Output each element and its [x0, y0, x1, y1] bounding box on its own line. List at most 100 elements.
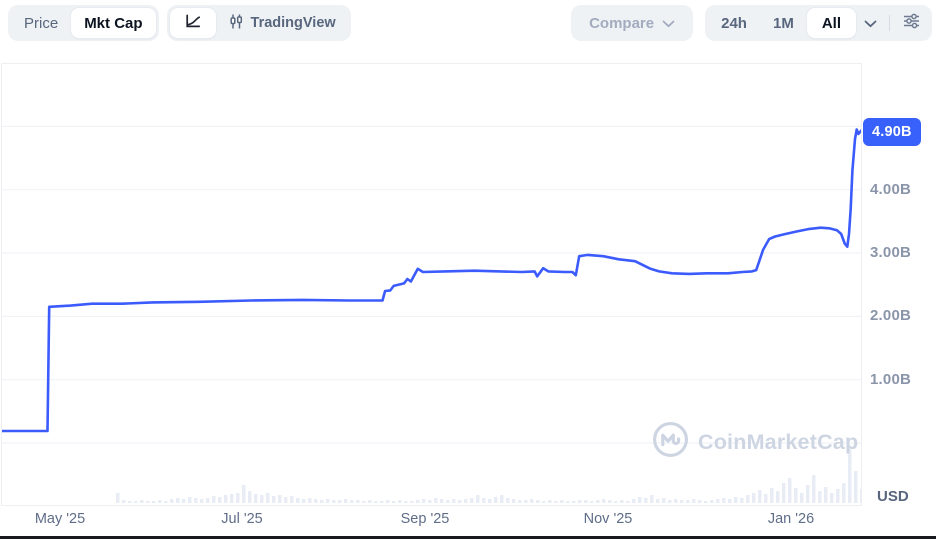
volume-bar — [560, 500, 564, 503]
volume-bar — [182, 499, 186, 503]
y-axis-tick-label: 1.00B — [870, 370, 912, 388]
volume-bar — [434, 498, 438, 503]
volume-bar — [368, 500, 372, 503]
volume-bar — [248, 491, 252, 503]
chart-settings-button[interactable] — [894, 8, 929, 38]
volume-bar — [860, 489, 861, 503]
chevron-down-icon — [662, 15, 675, 32]
volume-bar — [794, 488, 798, 503]
volume-bar — [692, 499, 696, 503]
volume-bar — [842, 483, 846, 503]
volume-bar — [776, 491, 780, 503]
volume-bar — [668, 500, 672, 503]
range-more-button[interactable] — [856, 8, 885, 38]
volume-bar — [134, 501, 138, 503]
volume-bar — [818, 491, 822, 503]
chart-style-toggle: TradingView — [166, 5, 351, 41]
range-24h-tab[interactable]: 24h — [721, 14, 747, 32]
volume-bar — [506, 498, 510, 503]
volume-bar — [650, 495, 654, 503]
volume-bar — [296, 498, 300, 503]
volume-bar — [440, 499, 444, 503]
compare-button[interactable]: Compare — [571, 5, 694, 41]
volume-bar — [236, 493, 240, 503]
volume-bar — [614, 501, 618, 503]
volume-bar — [488, 499, 492, 503]
volume-bar — [458, 500, 462, 503]
volume-bar — [536, 500, 540, 503]
y-axis-tick-label: 3.00B — [870, 244, 912, 261]
line-chart-tab[interactable] — [169, 8, 216, 38]
volume-bar — [632, 499, 636, 503]
volume-bar — [656, 499, 660, 503]
y-axis-tick-label: 4.00B — [870, 180, 912, 198]
volume-bar — [728, 499, 732, 503]
volume-bar — [854, 471, 858, 503]
volume-bar — [206, 498, 210, 503]
x-axis-tick-label: Sep '25 — [400, 511, 450, 527]
volume-bar — [194, 498, 198, 503]
volume-bar — [824, 487, 828, 503]
chart-plot-area[interactable] — [1, 63, 862, 506]
volume-bar — [122, 500, 126, 503]
volume-bar — [518, 500, 522, 503]
volume-bar — [704, 501, 708, 503]
volume-bar — [398, 500, 402, 503]
volume-bar — [836, 489, 840, 503]
volume-bar — [242, 485, 246, 503]
market-cap-line-chart[interactable] — [2, 64, 861, 505]
volume-bar — [476, 495, 480, 503]
volume-bar — [644, 498, 648, 503]
volume-bar — [722, 498, 726, 503]
mkt-cap-tab[interactable]: Mkt Cap — [71, 8, 156, 38]
volume-bar — [800, 493, 804, 503]
y-axis-tick-label: 2.00B — [870, 307, 912, 325]
volume-bar — [830, 493, 834, 503]
x-axis-tick-label: Nov '25 — [583, 511, 633, 527]
x-axis-tick-label: Jul '25 — [221, 511, 263, 527]
volume-bar — [272, 496, 276, 503]
volume-bar — [530, 499, 534, 503]
volume-bar — [158, 500, 162, 503]
volume-bar — [170, 499, 174, 503]
x-axis: May '25 Jul '25 Sep '25 Nov '25 Jan '26 — [1, 511, 862, 535]
volume-bar — [638, 497, 642, 503]
compare-label: Compare — [589, 14, 655, 32]
volume-bar — [416, 500, 420, 503]
volume-bar — [752, 493, 756, 503]
volume-bar — [494, 497, 498, 503]
volume-bar — [374, 501, 378, 503]
volume-bar — [302, 499, 306, 503]
volume-bar — [758, 490, 762, 503]
x-axis-tick-label: May '25 — [34, 511, 86, 527]
volume-bar — [596, 500, 600, 503]
volume-bar — [278, 495, 282, 503]
x-axis-tick-label: Jan '26 — [767, 511, 815, 527]
volume-bar — [386, 500, 390, 503]
volume-bar — [428, 500, 432, 503]
volume-bar — [332, 500, 336, 503]
volume-bar — [392, 501, 396, 503]
toolbar-divider — [889, 15, 890, 31]
volume-bar — [404, 501, 408, 503]
range-toggle: 24h 1M All — [705, 5, 932, 41]
volume-bar — [422, 499, 426, 503]
volume-bar — [740, 498, 744, 503]
volume-bar — [344, 499, 348, 503]
volume-bar — [578, 500, 582, 503]
tradingview-tab[interactable]: TradingView — [216, 8, 348, 38]
volume-bar — [290, 496, 294, 503]
volume-bar — [542, 501, 546, 503]
range-1m-tab[interactable]: 1M — [772, 14, 794, 32]
price-tab[interactable]: Price — [24, 14, 59, 32]
volume-bar — [848, 446, 852, 503]
y-axis-unit-label: USD — [877, 488, 909, 505]
volume-bar — [224, 495, 228, 503]
volume-bar — [554, 501, 558, 503]
range-all-tab[interactable]: All — [806, 8, 856, 38]
volume-bar — [782, 483, 786, 503]
volume-bar — [512, 499, 516, 503]
bottom-window-edge — [0, 536, 936, 539]
volume-bar — [362, 501, 366, 503]
volume-bar — [308, 498, 312, 503]
